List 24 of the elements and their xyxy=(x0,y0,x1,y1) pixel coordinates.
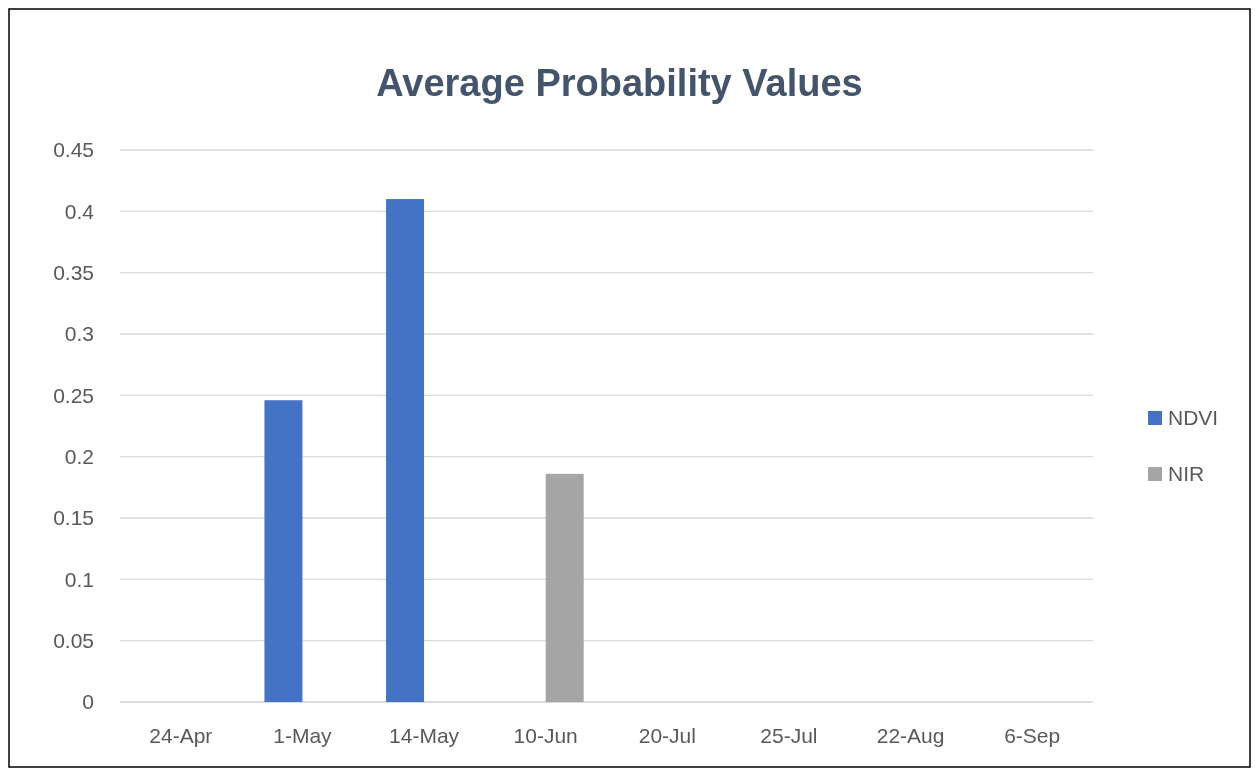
bar xyxy=(545,473,584,702)
x-tick-label: 6-Sep xyxy=(1004,724,1061,747)
y-tick-label: 0.25 xyxy=(53,383,94,407)
bar xyxy=(386,199,425,702)
x-tick-label: 24-Apr xyxy=(149,724,213,747)
chart-title: Average Probability Values xyxy=(376,62,863,104)
y-tick-label: 0.05 xyxy=(53,629,94,653)
bar xyxy=(264,400,303,702)
y-tick-label: 0.15 xyxy=(53,506,94,530)
x-tick-label: 14-May xyxy=(389,724,460,747)
legend-label: NDVI xyxy=(1168,406,1219,430)
x-tick-label: 25-Jul xyxy=(760,724,818,747)
x-tick-label: 1-May xyxy=(273,724,333,747)
x-tick-label: 10-Jun xyxy=(513,724,578,747)
y-tick-label: 0 xyxy=(82,690,94,714)
y-tick-label: 0.35 xyxy=(53,261,94,285)
legend-label: NIR xyxy=(1168,462,1205,486)
y-tick-label: 0.2 xyxy=(64,445,94,469)
y-tick-label: 0.1 xyxy=(64,567,94,591)
y-tick-label: 0.3 xyxy=(64,322,94,346)
y-tick-label: 0.4 xyxy=(64,199,95,223)
x-tick-label: 22-Aug xyxy=(876,724,945,747)
x-tick-label: 20-Jul xyxy=(638,724,696,747)
y-tick-label: 0.45 xyxy=(53,138,94,162)
